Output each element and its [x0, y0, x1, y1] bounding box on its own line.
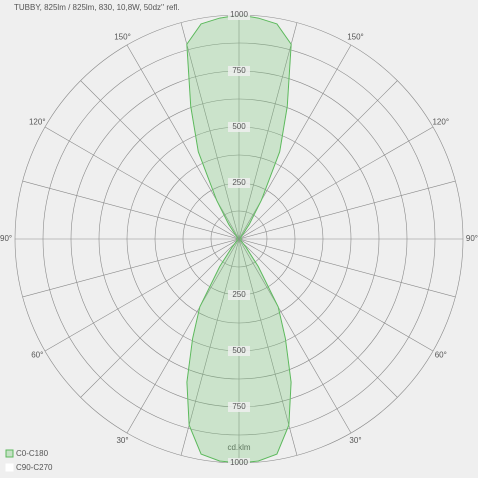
label-bg — [228, 458, 250, 468]
angle-tick-label: 120° — [432, 118, 449, 127]
polar-curve — [238, 14, 292, 464]
chart-title: TUBBY, 825lm / 825lm, 830, 10,8W, 50dz''… — [14, 3, 180, 12]
legend-label: C0-C180 — [16, 449, 49, 458]
grid-line — [180, 22, 298, 456]
angle-tick-label: 150° — [347, 32, 364, 41]
legend-swatch — [5, 449, 14, 458]
r-tick-label: 750 — [232, 402, 246, 411]
angle-tick-label: 30° — [116, 436, 128, 445]
angle-tick-label: 90° — [0, 234, 12, 243]
label-bg — [228, 290, 250, 300]
angle-tick-label: 60° — [31, 351, 43, 360]
label-bg — [228, 178, 250, 188]
r-tick-label: 1000 — [230, 10, 248, 19]
r-tick-label: 250 — [232, 290, 246, 299]
r-tick-label: 500 — [232, 346, 246, 355]
r-tick-label: 250 — [232, 178, 246, 187]
label-bg — [228, 66, 250, 76]
angle-tick-label: 30° — [349, 436, 361, 445]
angle-tick-label: 60° — [435, 351, 447, 360]
legend-swatch — [5, 463, 14, 472]
label-bg — [228, 346, 250, 356]
angle-tick-label: 90° — [466, 234, 478, 243]
legend-label: C90-C270 — [16, 463, 53, 472]
r-tick-label: 750 — [232, 66, 246, 75]
angle-tick-label: 150° — [114, 32, 131, 41]
label-bg — [228, 122, 250, 132]
polar-curve — [186, 14, 240, 464]
label-bg — [228, 402, 250, 412]
r-tick-label: 1000 — [230, 458, 248, 467]
r-tick-label: 500 — [232, 122, 246, 131]
angle-tick-label: 120° — [29, 118, 46, 127]
label-bg — [228, 10, 250, 20]
